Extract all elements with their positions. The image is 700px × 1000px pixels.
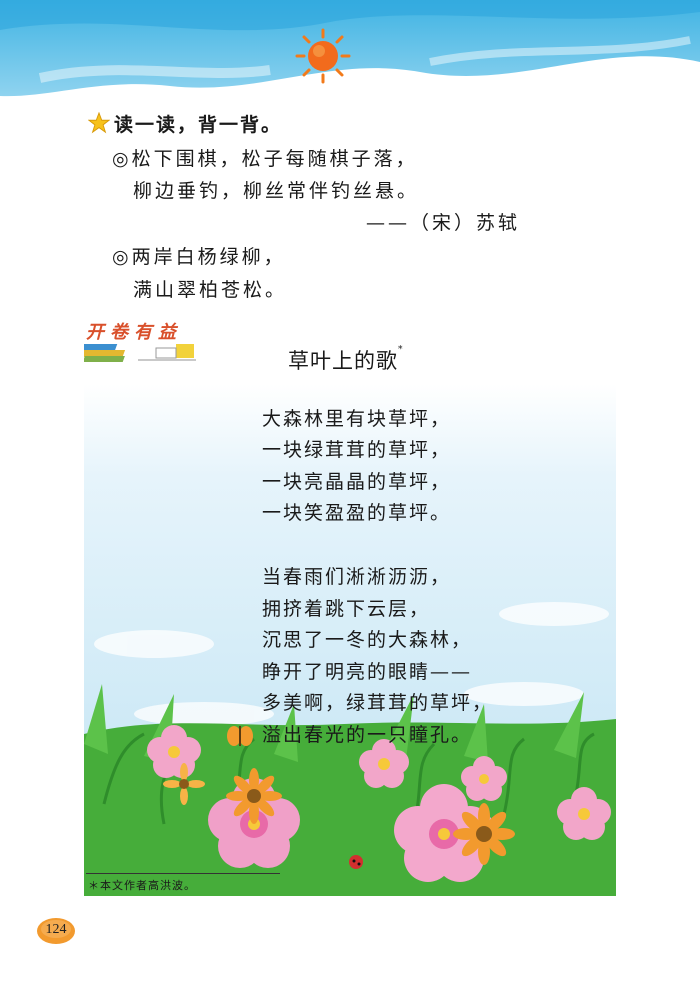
poem-title-footnote-mark: * — [398, 345, 404, 355]
couplet-bullet: ◎ — [112, 148, 132, 170]
couplet-bullet: ◎ — [112, 246, 132, 268]
poem-title-text: 草叶上的歌 — [288, 349, 398, 373]
reading-badge: 开卷有益 — [84, 320, 200, 364]
poem-title: 草叶上的歌* — [288, 345, 404, 375]
book-stack-icon — [84, 344, 196, 362]
poem-stanza-2-line-6: 溢出春光的一只瞳孔。 — [262, 724, 473, 746]
star-icon — [88, 112, 110, 134]
couplet-1-line-1: ◎松下围棋，松子每随棋子落， — [112, 150, 418, 169]
couplet-2-line-1: ◎两岸白杨绿柳， — [112, 248, 286, 267]
couplet-1-line-2: 柳边垂钓，柳丝常伴钓丝悬。 — [133, 180, 420, 202]
poem-stanza-2-line-4: 睁开了明亮的眼睛—— — [262, 661, 473, 683]
poem-stanza-2-line-3: 沉思了一冬的大森林， — [262, 629, 473, 651]
sun-icon — [295, 28, 351, 84]
couplet-1-attribution: ——（宋）苏轼 — [366, 212, 521, 234]
couplet-1-text-1: 松下围棋，松子每随棋子落， — [131, 148, 418, 170]
poem-stanza-1-line-2: 一块绿茸茸的草坪， — [262, 439, 452, 461]
poem-stanza-2-line-2: 拥挤着跳下云层， — [262, 598, 431, 620]
poem-stanza-1-line-1: 大森林里有块草坪， — [262, 408, 452, 430]
page-number-badge — [37, 918, 75, 944]
footnote-divider — [86, 873, 280, 874]
poem-stanza-2-line-1: 当春雨们淅淅沥沥， — [262, 566, 452, 588]
section-heading: 读一读，背一背。 — [114, 114, 283, 136]
poem-stanza-1-line-4: 一块笑盈盈的草坪。 — [262, 502, 452, 524]
badge-label: 开卷有益 — [86, 322, 182, 343]
poem-illustration-area: 大森林里有块草坪， 一块绿茸茸的草坪， 一块亮晶晶的草坪， 一块笑盈盈的草坪。 … — [84, 384, 616, 896]
poem-stanza-2-line-5: 多美啊，绿茸茸的草坪， — [262, 692, 494, 714]
poem-stanza-1-line-3: 一块亮晶晶的草坪， — [262, 471, 452, 493]
page-number: 124 — [45, 922, 67, 937]
meadow-illustration — [84, 384, 616, 896]
couplet-2-line-2: 满山翠柏苍松。 — [133, 279, 288, 301]
footnote: ＊本文作者高洪波。 — [88, 879, 196, 892]
sky-header-illustration — [0, 0, 700, 110]
couplet-2-text-1: 两岸白杨绿柳， — [131, 246, 286, 268]
